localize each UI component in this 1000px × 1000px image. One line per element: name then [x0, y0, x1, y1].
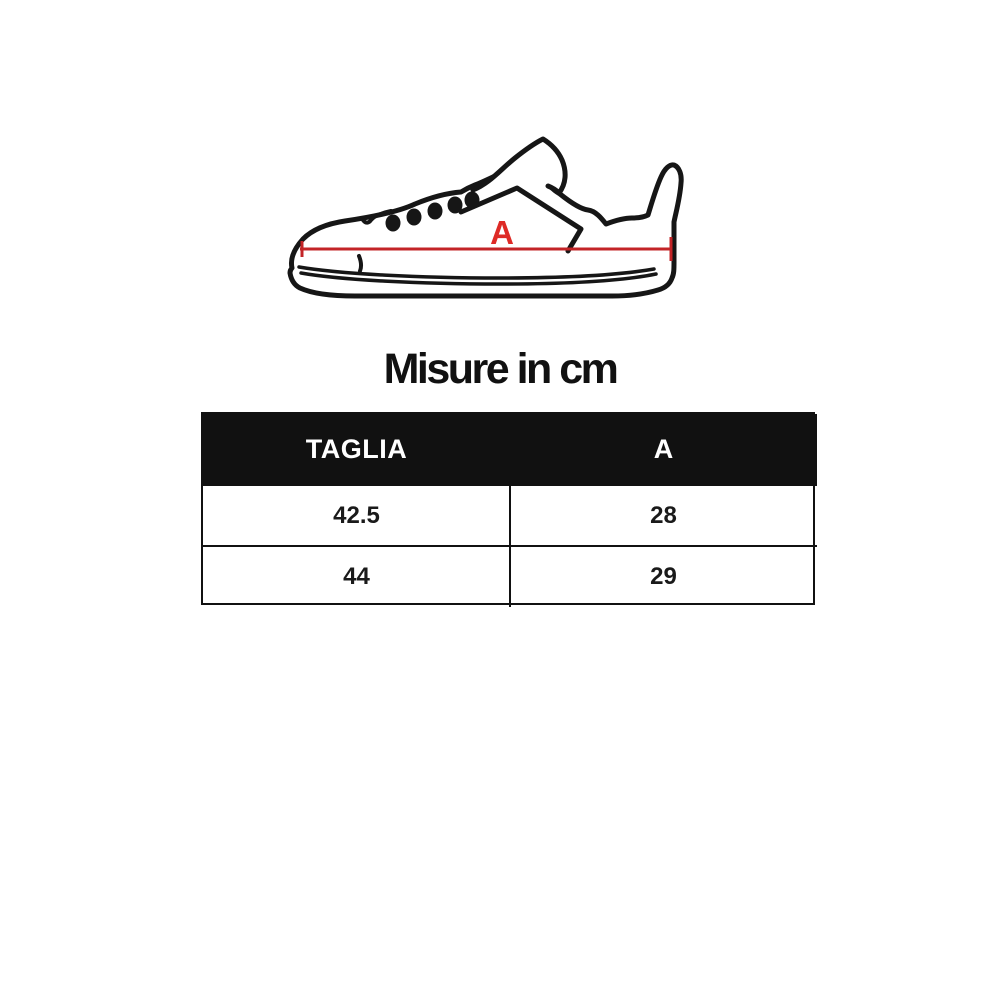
- svg-text:A: A: [490, 214, 514, 251]
